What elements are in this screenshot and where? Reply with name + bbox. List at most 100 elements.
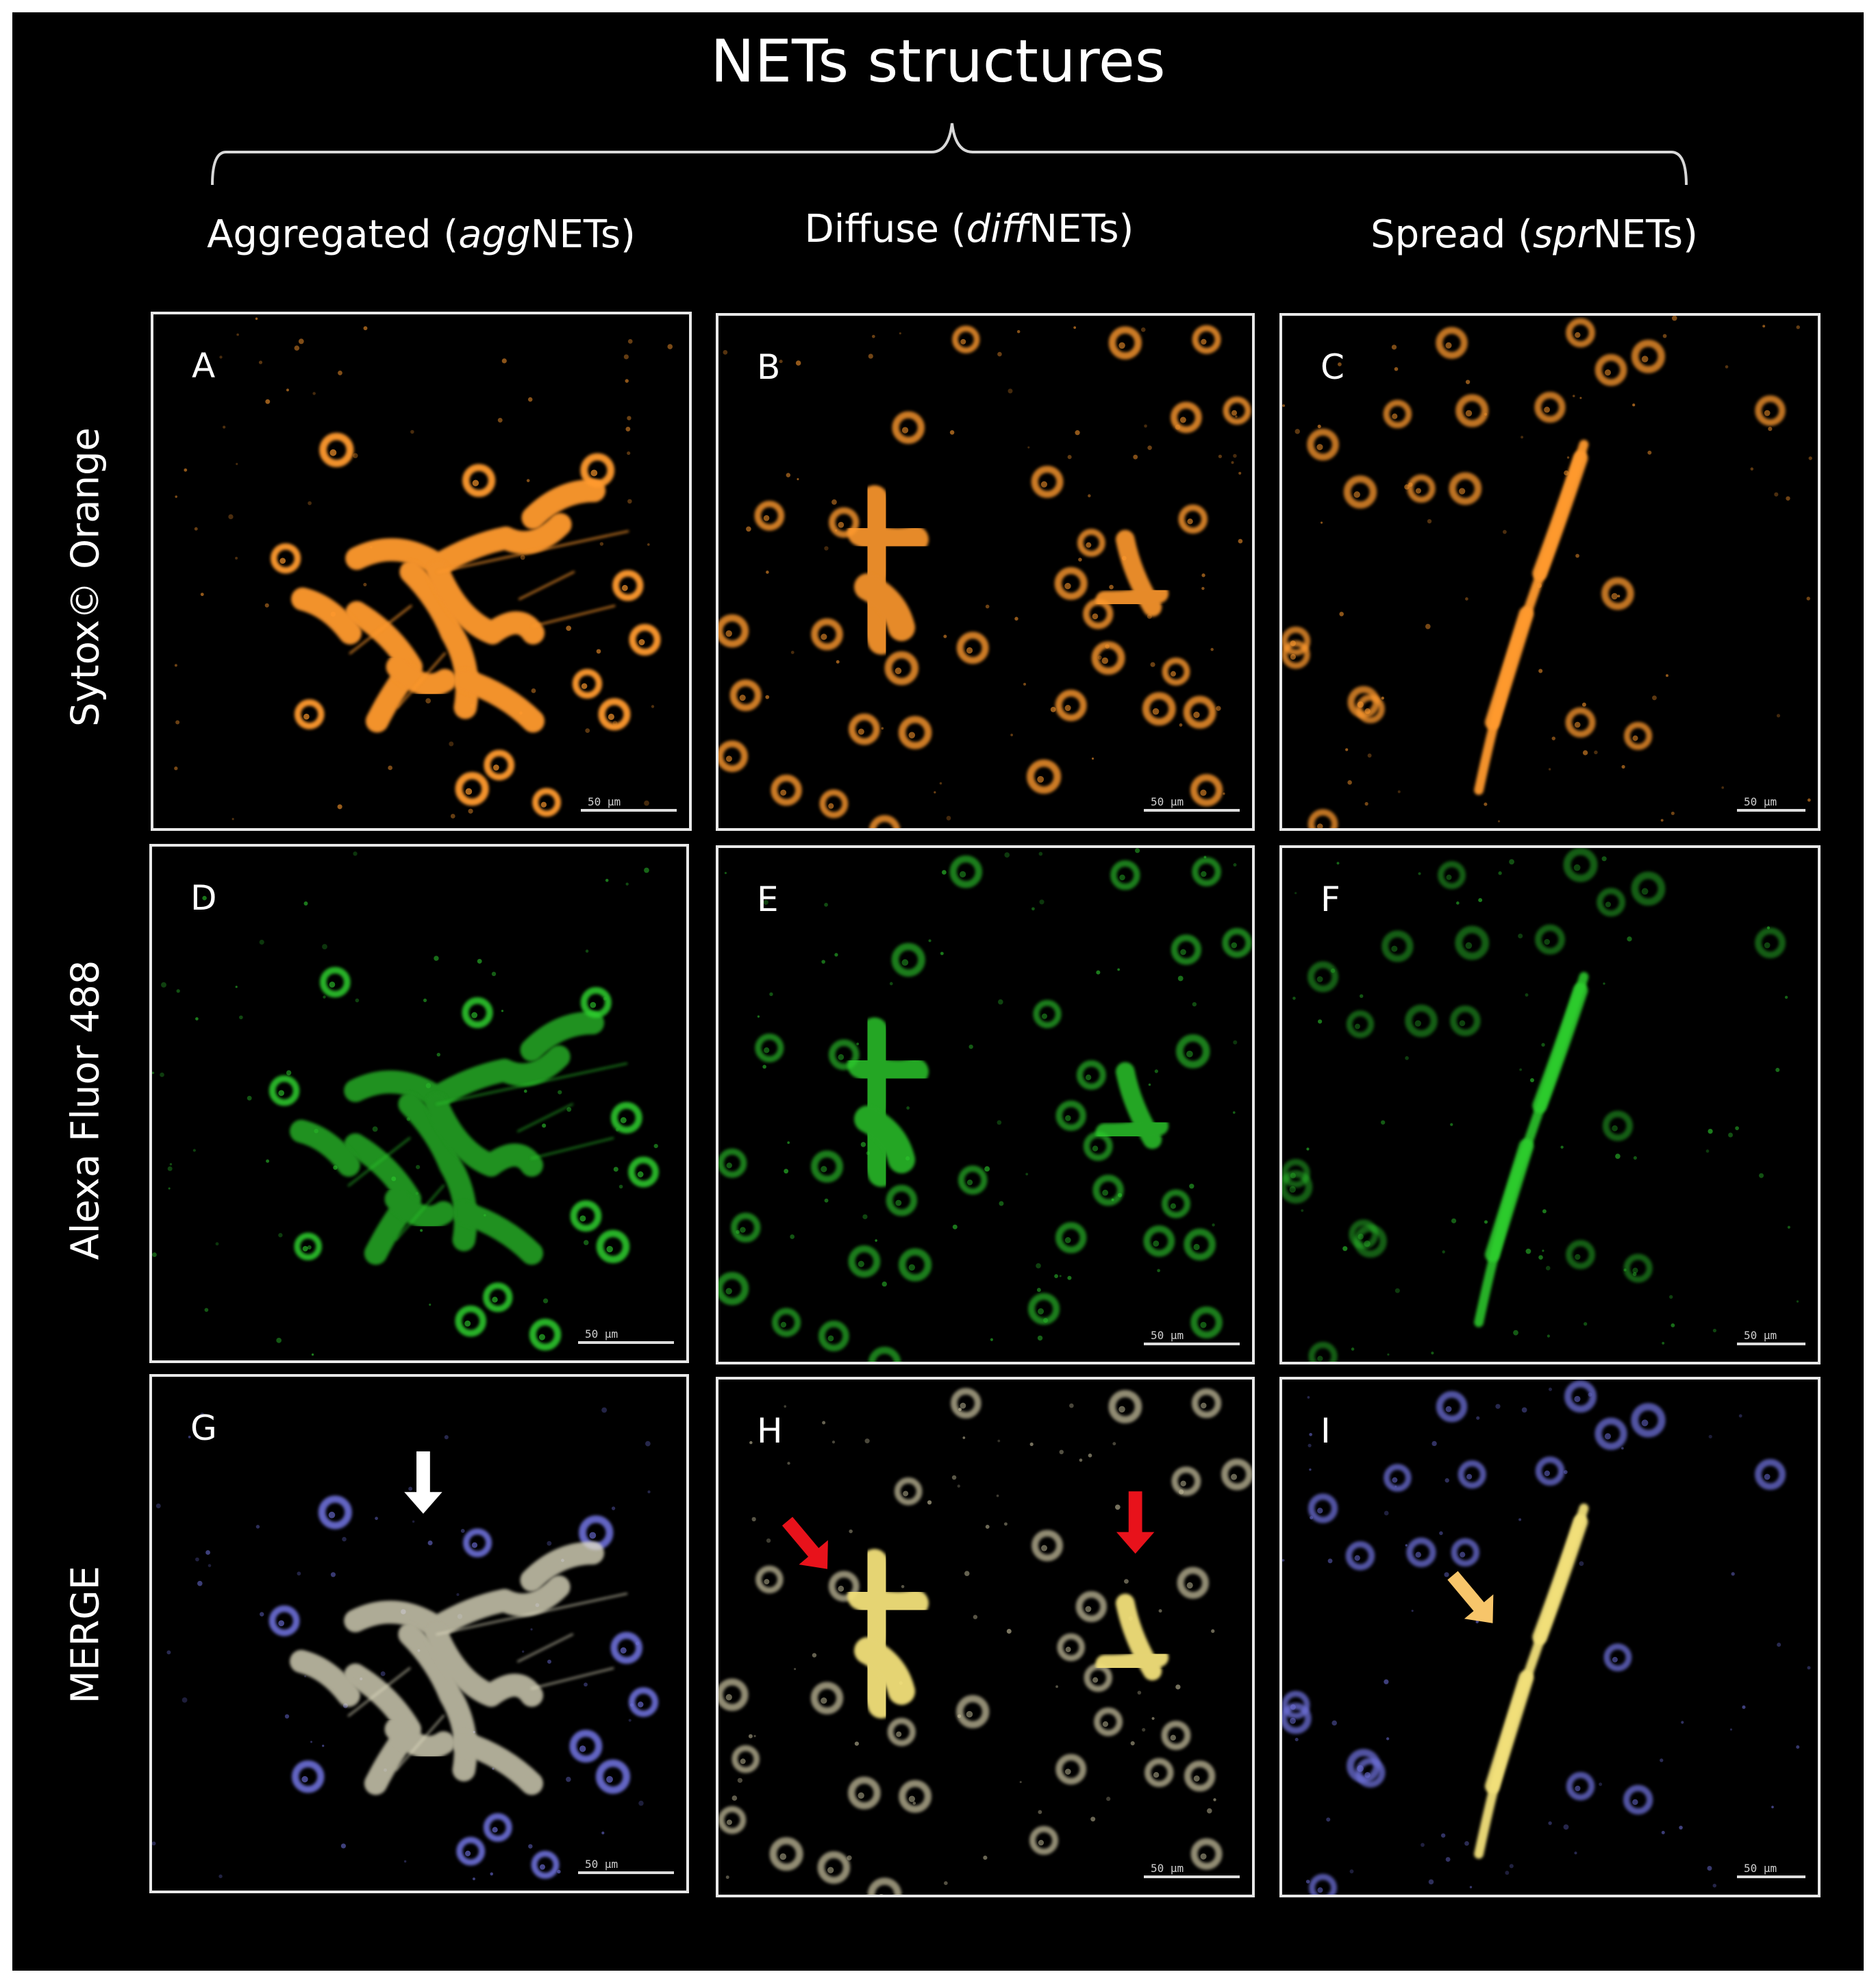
scale-bar: 50 μm (578, 1327, 674, 1348)
panel-letter: I (1321, 1411, 1331, 1451)
cell-nucleus (1455, 925, 1490, 960)
net-fibers (347, 1593, 628, 1771)
cell-nucleus (1222, 927, 1252, 958)
background-speckle (725, 1403, 1216, 1885)
cell-nucleus (1594, 1417, 1627, 1450)
cell-nucleus (731, 1212, 761, 1243)
background-speckle (1282, 1387, 1811, 1888)
cell-nucleus (754, 500, 785, 531)
cell-nucleus (1436, 1390, 1468, 1423)
cell-nucleus (1190, 1838, 1223, 1870)
figure-title: NETs structures (710, 27, 1166, 96)
cell-nucleus (1308, 1493, 1338, 1523)
scale-bar: 50 μm (1737, 1329, 1805, 1349)
cell-nucleus (1755, 927, 1786, 958)
row-label-merge: MERGE (63, 1565, 108, 1704)
cell-nucleus (1308, 961, 1339, 993)
row-label-sytox: Sytox© Orange (63, 427, 108, 727)
cell-nucleus (1145, 1758, 1174, 1788)
cell-nucleus (1075, 1591, 1107, 1623)
panel-letter: E (757, 880, 779, 919)
cell-nucleus (1602, 1110, 1634, 1141)
net-diffuse-right (1095, 1593, 1169, 1681)
cell-nucleus (1184, 1760, 1216, 1792)
cell-nucleus (1190, 773, 1223, 807)
cell-nucleus (1384, 1464, 1412, 1492)
cell-nucleus (483, 1813, 512, 1842)
net-spread-thick (1485, 450, 1588, 730)
cell-nucleus (1094, 1707, 1123, 1736)
cell-nucleus (887, 1717, 916, 1747)
cell-nucleus (1308, 1341, 1338, 1362)
cell-nucleus (1175, 1034, 1210, 1069)
cell-nucleus (1282, 1691, 1310, 1719)
cell-nucleus (1343, 475, 1377, 509)
cell-nucleus (1406, 1537, 1436, 1567)
cell-nucleus (1565, 707, 1596, 738)
arrow-red-left-icon (781, 1517, 828, 1569)
panel-D-alexa-aggregated: D 50 μm (149, 844, 689, 1363)
background-speckle (1292, 856, 1799, 1356)
net-fibers (347, 1062, 628, 1241)
cell-nucleus (1027, 759, 1062, 794)
cell-nucleus (1355, 1758, 1386, 1788)
cell-nucleus (1110, 860, 1140, 890)
cell-nucleus (1535, 924, 1565, 955)
panel-letter: A (192, 346, 216, 386)
cell-nucleus (1162, 658, 1190, 686)
cell-nucleus (1028, 1293, 1060, 1325)
column-bracket (211, 123, 1688, 186)
cell-nucleus (1566, 1240, 1595, 1270)
net-diffuse-left (847, 1017, 929, 1187)
panel-letter: D (190, 878, 217, 918)
cell-nucleus (898, 1248, 932, 1282)
cell-nucleus (1383, 399, 1412, 429)
cell-nucleus (891, 943, 925, 977)
panel-A-sytox-aggregated: A 50 μm (151, 312, 692, 831)
cell-nucleus (319, 966, 351, 998)
cell-nucleus (1192, 857, 1221, 886)
arrow-yellow-icon (1447, 1571, 1494, 1623)
net-diffuse-right (1095, 1062, 1169, 1149)
micrograph (718, 848, 1252, 1362)
scale-bar: 50 μm (1144, 1329, 1240, 1349)
cell-nucleus (531, 1850, 560, 1879)
cell-nucleus (1755, 395, 1786, 426)
cell-nucleus (598, 698, 631, 731)
cell-nucleus (1631, 871, 1666, 906)
cell-nucleus (886, 1184, 918, 1217)
background-speckle (723, 326, 1243, 821)
cell-nucleus (1162, 1189, 1190, 1219)
cell-nucleus (291, 1760, 325, 1793)
cell-nucleus (772, 1308, 801, 1337)
cell-nucleus (729, 679, 762, 712)
cell-nucleus (867, 1878, 902, 1895)
cell-nucleus (1055, 1222, 1087, 1254)
cell-nucleus (848, 713, 880, 745)
cell-nucleus (529, 1319, 562, 1351)
cell-nucleus (1192, 325, 1221, 354)
panel-B-sytox-diffuse: B 50 μm (716, 313, 1255, 831)
cell-nucleus (1221, 1458, 1252, 1491)
cell-nucleus (1308, 809, 1338, 828)
cell-nucleus (484, 749, 515, 781)
cell-nucleus (892, 411, 925, 445)
cell-nucleus (958, 1165, 988, 1195)
cell-nucleus (949, 855, 983, 888)
cell-nucleus (1631, 339, 1665, 373)
cell-nucleus (455, 1305, 486, 1337)
cell-nucleus (1566, 318, 1595, 348)
micrograph (152, 1407, 659, 1881)
cell-nucleus (1184, 1228, 1216, 1261)
cell-nucleus (755, 1033, 784, 1062)
cell-nucleus (1407, 474, 1436, 503)
cell-nucleus (462, 997, 493, 1029)
cell-nucleus (1055, 1754, 1087, 1785)
cell-nucleus (894, 1477, 923, 1506)
background-speckle (152, 1407, 651, 1881)
cell-nucleus (819, 789, 849, 819)
cell-nucleus (811, 618, 843, 651)
cell-nucleus (1566, 1771, 1595, 1801)
cell-nucleus (1458, 1460, 1486, 1489)
